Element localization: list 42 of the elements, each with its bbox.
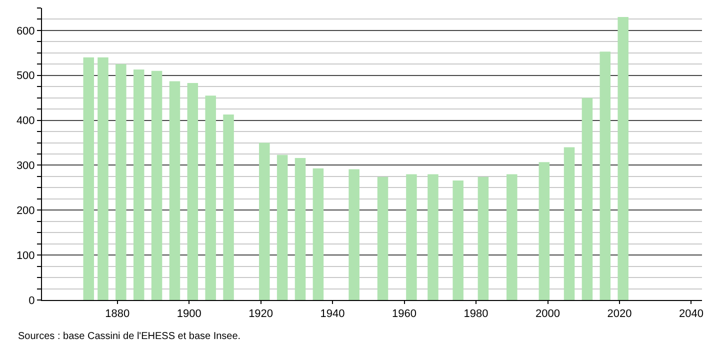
bar [506, 174, 518, 300]
y-tick-label: 300 [16, 160, 35, 172]
y-tick-label: 500 [16, 70, 35, 82]
x-tick-label: 1940 [320, 308, 345, 320]
bar [582, 98, 593, 300]
x-tick-label: 1920 [248, 308, 274, 320]
bar [205, 96, 216, 300]
bar [600, 52, 611, 300]
bar [294, 158, 306, 300]
bar [538, 162, 550, 300]
bar [133, 70, 144, 300]
bar [98, 57, 108, 300]
bar [478, 176, 489, 300]
y-tick-label: 0 [28, 294, 35, 307]
bar [564, 147, 575, 300]
bar [151, 70, 162, 300]
x-tick-label: 2020 [607, 308, 632, 320]
source-note: Sources : base Cassini de l'EHESS et base Insee. [18, 331, 241, 340]
bar [187, 83, 198, 300]
x-tick-label: 2000 [536, 308, 560, 320]
bar [428, 174, 438, 300]
x-tick-label: 2040 [679, 308, 704, 320]
bar [348, 169, 360, 300]
bar [169, 81, 180, 300]
y-tick-label: 100 [16, 250, 35, 262]
bar [377, 176, 388, 300]
x-tick-label: 1960 [392, 308, 417, 320]
y-tick-label: 400 [16, 115, 35, 128]
bar [259, 142, 270, 300]
bar [223, 114, 234, 300]
x-tick-label: 1980 [464, 308, 488, 320]
bar [116, 64, 126, 300]
y-tick-label: 200 [16, 205, 35, 217]
bar [312, 168, 324, 300]
x-tick-label: 1880 [105, 308, 130, 320]
bar [276, 154, 288, 300]
y-tick-label: 600 [16, 25, 35, 38]
x-tick-label: 1900 [176, 308, 202, 320]
bar [618, 16, 628, 300]
bar [83, 57, 94, 300]
bar [406, 174, 417, 300]
bar [452, 180, 464, 300]
